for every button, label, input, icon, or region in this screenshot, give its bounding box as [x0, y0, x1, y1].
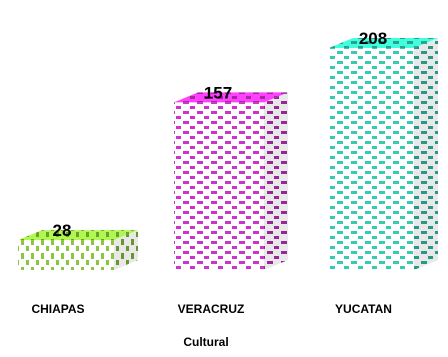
bars-layer	[18, 38, 438, 270]
category-label-yucatan: YUCATAN	[335, 302, 392, 316]
value-label-veracruz: 157	[204, 83, 232, 102]
category-label-chiapas: CHIAPAS	[31, 302, 84, 316]
category-label-veracruz: VERACRUZ	[178, 302, 245, 316]
value-label-yucatan: 208	[359, 29, 387, 48]
bar-side-yucatan	[414, 38, 438, 270]
bar-front-veracruz	[174, 102, 264, 270]
bar-top-chiapas	[18, 230, 138, 241]
bar-front-yucatan	[329, 48, 414, 270]
bar-front-chiapas	[18, 240, 114, 270]
bar-chiapas	[18, 230, 138, 270]
bar-side-veracruz	[264, 92, 288, 270]
value-label-chiapas: 28	[53, 221, 72, 240]
bar-top-yucatan	[329, 38, 438, 48]
labels-layer: 28 CHIAPAS 157 VERACRUZ 208 YUCATAN	[31, 29, 392, 316]
bar-yucatan	[329, 38, 438, 270]
bar-side-chiapas	[114, 230, 138, 270]
bar-top-veracruz	[174, 92, 288, 103]
x-axis-title: Cultural	[183, 335, 228, 349]
bar-veracruz	[174, 92, 288, 270]
